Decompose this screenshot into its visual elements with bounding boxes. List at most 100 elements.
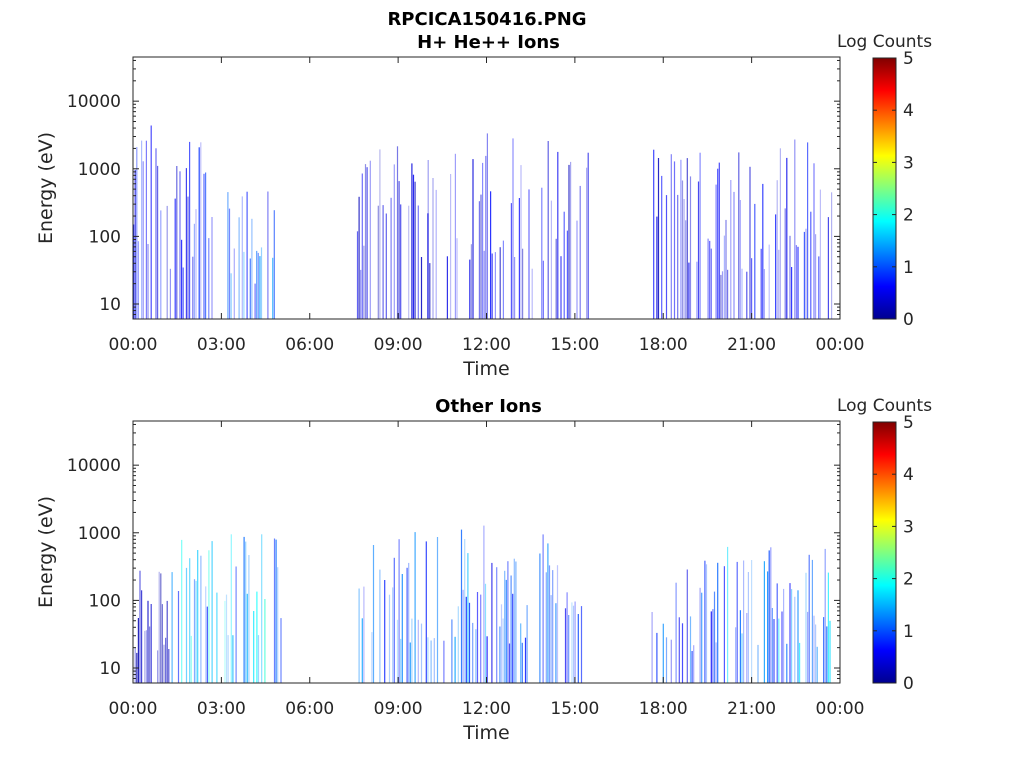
spectrogram-streak <box>697 181 700 319</box>
spectrogram-streak <box>747 572 749 683</box>
spectrogram-streak <box>137 618 139 683</box>
spectrogram-streak <box>555 238 557 319</box>
x-tick-label: 00:00 <box>109 335 158 355</box>
spectrogram-streak <box>195 209 197 319</box>
spectrogram-streak <box>751 258 753 319</box>
spectrogram-streak <box>176 166 178 319</box>
y-axis: 10 100 1000 10000 <box>67 59 840 320</box>
spectrogram-streak <box>709 240 711 319</box>
y-axis-label: Energy (eV) <box>35 132 57 244</box>
spectrogram-streak <box>520 165 522 319</box>
spectrogram-streak <box>776 583 778 683</box>
x-tick-label: 03:00 <box>197 699 246 719</box>
spectrogram-streak <box>571 602 573 683</box>
spectrogram-streak <box>160 210 162 319</box>
panel-title: Other Ions <box>435 396 542 417</box>
spectrogram-streak <box>163 644 165 683</box>
spectrogram-streak <box>277 567 279 683</box>
spectrogram-streak <box>670 154 672 319</box>
spectrogram-streak <box>789 583 791 683</box>
spectrogram-streak <box>723 566 725 683</box>
spectrogram-streak <box>556 565 559 683</box>
spectrogram-streak <box>507 561 509 683</box>
spectrogram-streak <box>499 247 501 319</box>
spectrogram-streak <box>181 239 183 319</box>
spectrogram-streak <box>462 589 464 683</box>
spectrogram-streak <box>400 638 402 683</box>
spectrogram-streak <box>238 217 240 319</box>
spectrogram-streak <box>464 539 466 683</box>
x-tick-label: 06:00 <box>285 699 334 719</box>
spectrogram-streak <box>147 600 149 683</box>
spectrogram-streak <box>406 567 408 683</box>
spectrogram-streak <box>539 553 541 683</box>
spectrogram-streak <box>256 250 258 319</box>
spectrogram-streak <box>763 269 765 319</box>
x-tick-label: 21:00 <box>727 699 776 719</box>
spectrogram-streak <box>717 168 719 319</box>
spectrogram-streak <box>193 579 196 683</box>
spectrogram-streak <box>260 247 263 319</box>
spectrogram-streak <box>566 592 568 683</box>
spectrogram-streak <box>253 611 255 683</box>
spectrogram-streak <box>390 197 392 319</box>
spectrogram-streak <box>396 619 399 683</box>
spectrogram-streak <box>377 205 379 319</box>
spectrogram-streak <box>771 608 773 683</box>
spectrogram-streak <box>776 180 778 319</box>
spectrogram-streak <box>656 632 658 683</box>
spectrogram-streak <box>689 176 692 319</box>
spectrogram-streak <box>699 152 701 319</box>
x-tick-label: 00:00 <box>109 699 158 719</box>
spectrogram-streak <box>483 250 485 319</box>
spectrogram-streak <box>521 642 523 683</box>
spectrogram-streak <box>514 257 516 319</box>
x-tick-label: 12:00 <box>462 335 511 355</box>
x-tick-label: 00:00 <box>816 699 865 719</box>
spectrogram-streak <box>208 550 210 683</box>
spectrogram-streak <box>738 152 740 319</box>
spectrogram-streak <box>665 195 668 319</box>
spectrogram-streak <box>504 570 506 683</box>
spectrogram-streak <box>454 153 456 319</box>
spectrogram-streak <box>166 600 168 683</box>
spectrogram-streak <box>786 643 788 683</box>
spectrogram-streak <box>472 622 474 683</box>
spectrogram-streak <box>254 283 256 319</box>
spectrogram-streak <box>807 611 809 683</box>
spectrogram-streak <box>577 614 579 683</box>
spectrogram-streak <box>743 560 745 683</box>
spectrogram-streak <box>773 619 775 683</box>
spectrogram-streak <box>382 205 384 319</box>
spectrogram-streak <box>778 618 780 683</box>
spectrogram-streak <box>443 640 445 683</box>
spectrogram-streak <box>548 565 551 683</box>
spectrogram-streak <box>718 162 720 319</box>
spectrogram-streak <box>272 257 274 319</box>
spectrogram-streak <box>224 600 226 683</box>
spectrogram-streak <box>680 159 682 319</box>
spectrogram-streak <box>491 253 493 319</box>
spectrogram-streak <box>586 167 588 319</box>
spectrogram-streak <box>203 173 205 319</box>
spectrogram-streak <box>662 623 664 683</box>
spectrogram-streak <box>155 148 157 319</box>
spectrogram-streak <box>827 572 829 683</box>
spectrogram-streak <box>494 252 496 319</box>
spectrogram-streak <box>457 606 459 683</box>
spectrogram-streak <box>531 268 533 319</box>
spectrogram-streak <box>273 210 275 319</box>
spectrogram-streak <box>673 161 676 319</box>
spectrogram-streak <box>379 569 381 683</box>
spectrogram-streak <box>685 220 687 319</box>
spectrogram-streak <box>580 606 583 683</box>
colorbar-tick-label: 0 <box>903 674 914 694</box>
spectrogram-streak <box>725 219 727 319</box>
spectrogram-streak <box>547 141 549 319</box>
y-axis: 10 100 1000 10000 <box>67 423 840 684</box>
spectrogram-streak <box>145 630 147 683</box>
spectrogram-streak <box>147 244 149 319</box>
spectrogram-streak <box>813 163 815 319</box>
x-tick-label: 15:00 <box>550 335 599 355</box>
